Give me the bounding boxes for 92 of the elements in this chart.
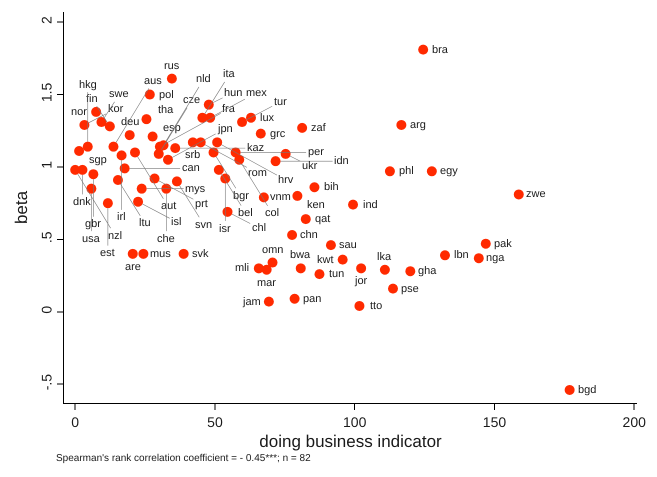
annotation: lka xyxy=(377,251,392,263)
annotation: bih xyxy=(324,181,339,193)
annotation: mar xyxy=(257,277,276,289)
annotation: che xyxy=(157,233,175,245)
annotation: tun xyxy=(329,268,344,280)
annotation: jor xyxy=(354,275,368,287)
annotation: rom xyxy=(248,167,267,179)
annotation: lux xyxy=(260,112,275,124)
annotation: sau xyxy=(339,239,357,251)
annotation: mex xyxy=(246,87,268,99)
x-tick-label: 50 xyxy=(207,414,223,430)
y-tick-label: .5 xyxy=(38,231,54,244)
annotation: usa xyxy=(82,233,101,245)
annotation: isl xyxy=(171,216,182,228)
annotation: fra xyxy=(222,103,236,115)
annotation: dnk xyxy=(73,196,92,208)
y-tick-label: 1 xyxy=(38,160,54,169)
annotation: tha xyxy=(158,104,174,116)
annotation: nga xyxy=(486,252,506,264)
annotation: pse xyxy=(401,283,419,295)
annotation: hkg xyxy=(79,79,97,91)
annotation: lbn xyxy=(454,249,469,261)
annotation: zaf xyxy=(311,122,327,134)
annotation: pak xyxy=(494,238,512,250)
annotation: prt xyxy=(195,198,208,210)
annotation: chl xyxy=(252,222,266,234)
annotation: bel xyxy=(238,207,253,219)
text: Spearman's rank correlation coefficient = - 0.45***; n = 82 xyxy=(56,453,312,464)
annotation: svk xyxy=(192,248,209,260)
annotation: sgp xyxy=(89,154,107,166)
annotation: ltu xyxy=(139,217,151,229)
annotation: bwa xyxy=(290,249,312,261)
annotation: cze xyxy=(183,94,200,106)
x-tick-label: 150 xyxy=(482,414,506,430)
annotation: chn xyxy=(300,229,318,241)
annotation: jpn xyxy=(217,123,233,135)
annotation: gha xyxy=(418,265,438,277)
annotation: nzl xyxy=(108,230,122,242)
annotation: est xyxy=(100,247,115,259)
annotation: irl xyxy=(117,211,126,223)
annotation: bra xyxy=(432,44,449,56)
annotation: svn xyxy=(195,219,212,231)
annotation: qat xyxy=(315,213,330,225)
annotation: aus xyxy=(144,75,162,87)
y-tick-label: -.5 xyxy=(38,374,54,390)
annotation: bgd xyxy=(578,384,596,396)
annotation: tto xyxy=(370,300,382,312)
annotation: mus xyxy=(150,248,172,260)
annotation: grc xyxy=(270,128,286,140)
annotation: idn xyxy=(334,155,349,167)
y-tick-label: 0 xyxy=(38,306,54,314)
annotation: deu xyxy=(121,116,140,128)
annotation: swe xyxy=(109,88,129,100)
y-tick-label: 1.5 xyxy=(38,82,54,102)
annotation: zwe xyxy=(526,188,546,200)
annotation: kor xyxy=(108,103,124,115)
annotation: mys xyxy=(185,183,206,195)
annotation: gbr xyxy=(85,218,102,230)
annotation: hun xyxy=(224,87,242,99)
annotation: ind xyxy=(363,199,378,211)
annotation: isr xyxy=(219,223,231,235)
annotation: can xyxy=(182,162,200,174)
annotation: mli xyxy=(235,262,250,274)
annotation: rus xyxy=(164,60,180,72)
annotation: ita xyxy=(223,68,236,80)
y-axis-title: beta xyxy=(12,190,31,224)
annotation: srb xyxy=(185,149,200,161)
y-tick-label: 2 xyxy=(38,16,54,24)
x-tick-label: 0 xyxy=(71,414,80,430)
annotation: egy xyxy=(440,165,458,177)
annotation: bgr xyxy=(233,190,250,202)
annotation: pol xyxy=(159,89,174,101)
annotation: are xyxy=(125,261,141,273)
annotation: tur xyxy=(274,96,288,108)
annotation: jam xyxy=(242,296,261,308)
annotation: nld xyxy=(196,73,211,85)
annotation: vnm xyxy=(270,191,291,203)
x-tick-label: 100 xyxy=(343,414,367,430)
annotation: pan xyxy=(303,293,322,305)
annotation: kaz xyxy=(247,142,264,154)
annotation: ukr xyxy=(302,160,318,172)
annotation: kwt xyxy=(317,254,334,266)
annotation: col xyxy=(265,207,280,219)
annotation: ken xyxy=(307,199,325,211)
annotation: omn xyxy=(262,244,284,256)
annotation: arg xyxy=(410,119,426,131)
x-axis-title: doing business indicator xyxy=(259,432,442,452)
annotation: per xyxy=(308,146,324,158)
annotation: hrv xyxy=(278,174,294,186)
x-tick-label: 200 xyxy=(622,414,646,430)
annotation: nor xyxy=(71,106,88,118)
annotation: phl xyxy=(399,165,414,177)
